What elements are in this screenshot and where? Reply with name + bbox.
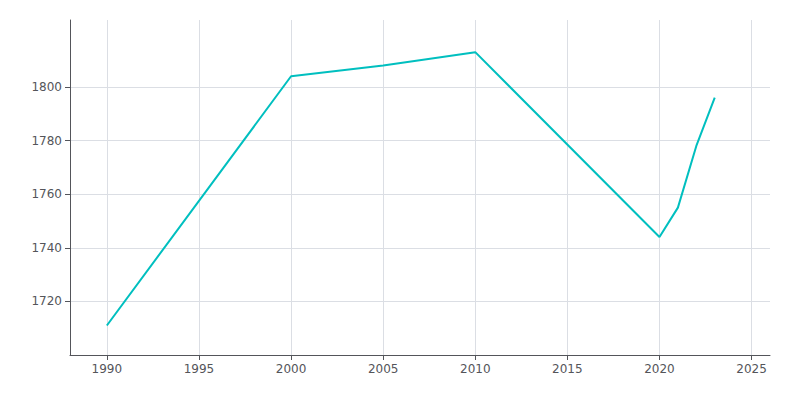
svg-text:1990: 1990 xyxy=(92,362,123,376)
svg-text:2000: 2000 xyxy=(276,362,307,376)
svg-text:2025: 2025 xyxy=(736,362,767,376)
svg-text:1740: 1740 xyxy=(31,241,62,255)
svg-text:2020: 2020 xyxy=(644,362,675,376)
svg-text:2010: 2010 xyxy=(460,362,491,376)
svg-text:1760: 1760 xyxy=(31,187,62,201)
svg-text:2015: 2015 xyxy=(552,362,583,376)
svg-text:1800: 1800 xyxy=(31,80,62,94)
svg-text:1780: 1780 xyxy=(31,134,62,148)
svg-text:2005: 2005 xyxy=(368,362,399,376)
svg-text:1720: 1720 xyxy=(31,294,62,308)
svg-text:1995: 1995 xyxy=(184,362,215,376)
